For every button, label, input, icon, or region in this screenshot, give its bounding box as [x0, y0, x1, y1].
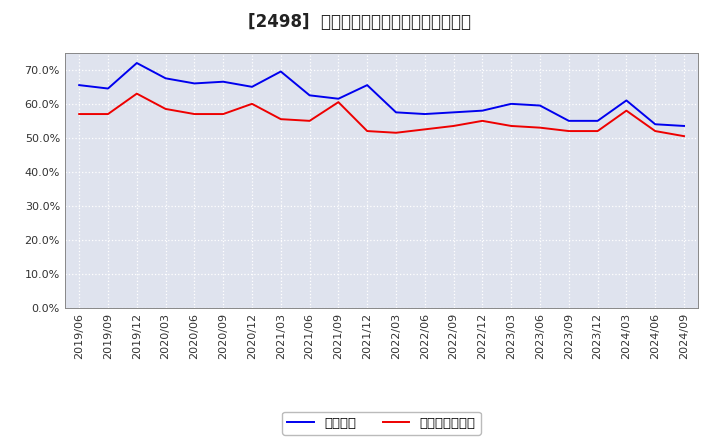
固定比率	[564, 118, 573, 124]
固定比率	[276, 69, 285, 74]
固定長期適合率	[276, 117, 285, 122]
固定比率	[248, 84, 256, 89]
固定比率	[305, 93, 314, 98]
固定比率	[680, 123, 688, 128]
固定比率	[190, 81, 199, 86]
固定長期適合率	[478, 118, 487, 124]
固定比率	[363, 82, 372, 88]
固定長期適合率	[248, 101, 256, 106]
固定比率	[651, 121, 660, 127]
固定比率	[334, 96, 343, 101]
固定長期適合率	[363, 128, 372, 134]
固定比率	[622, 98, 631, 103]
固定比率	[132, 60, 141, 66]
固定比率	[420, 111, 429, 117]
Line: 固定比率: 固定比率	[79, 63, 684, 126]
固定長期適合率	[305, 118, 314, 124]
固定比率	[507, 101, 516, 106]
固定長期適合率	[651, 128, 660, 134]
固定比率	[392, 110, 400, 115]
固定比率	[478, 108, 487, 113]
固定長期適合率	[75, 111, 84, 117]
固定長期適合率	[449, 123, 458, 128]
固定比率	[449, 110, 458, 115]
固定長期適合率	[161, 106, 170, 112]
固定長期適合率	[190, 111, 199, 117]
固定長期適合率	[622, 108, 631, 113]
Line: 固定長期適合率: 固定長期適合率	[79, 94, 684, 136]
固定長期適合率	[593, 128, 602, 134]
固定比率	[593, 118, 602, 124]
固定長期適合率	[334, 99, 343, 105]
固定長期適合率	[536, 125, 544, 130]
固定長期適合率	[219, 111, 228, 117]
固定比率	[104, 86, 112, 91]
固定長期適合率	[132, 91, 141, 96]
固定比率	[219, 79, 228, 84]
固定長期適合率	[420, 127, 429, 132]
固定比率	[161, 76, 170, 81]
固定長期適合率	[680, 133, 688, 139]
固定長期適合率	[564, 128, 573, 134]
Legend: 固定比率, 固定長期適合率: 固定比率, 固定長期適合率	[282, 411, 481, 435]
固定比率	[536, 103, 544, 108]
固定長期適合率	[507, 123, 516, 128]
固定長期適合率	[392, 130, 400, 136]
Text: [2498]  固定比率、固定長期適合率の推移: [2498] 固定比率、固定長期適合率の推移	[248, 13, 472, 31]
固定長期適合率	[104, 111, 112, 117]
固定比率	[75, 82, 84, 88]
